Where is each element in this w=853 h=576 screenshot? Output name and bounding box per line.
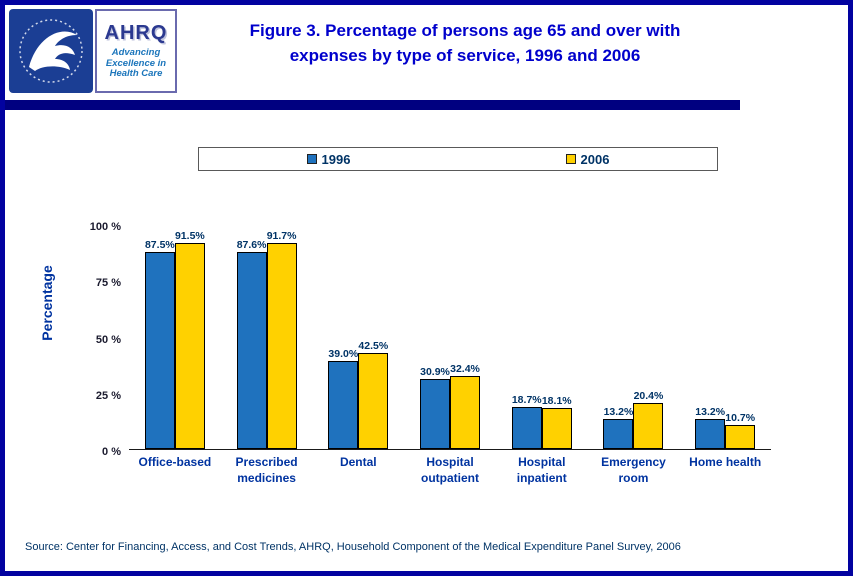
bar-column-2006: 42.5%	[358, 340, 389, 449]
value-label-2006: 91.5%	[174, 230, 205, 243]
category-cell: Office-based	[129, 454, 221, 486]
bar-2006	[725, 424, 756, 449]
bar-1996	[236, 251, 267, 449]
category-label: Hospital inpatient	[516, 455, 567, 486]
bar-pair: 13.2% 10.7%	[695, 406, 756, 449]
bar-column-2006: 18.1%	[541, 395, 572, 449]
header-divider	[5, 100, 740, 110]
category-label: Office-based	[138, 455, 212, 469]
y-tick-0: 0 %	[102, 446, 121, 458]
value-label-2006: 91.7%	[266, 229, 297, 242]
bar-2006	[174, 243, 205, 449]
bar-1996	[695, 419, 726, 449]
bar-group-3: 39.0% 42.5%	[312, 225, 404, 449]
category-label: Home health	[689, 455, 762, 469]
bar-column-1996: 13.2%	[695, 406, 726, 449]
bar-1996	[511, 406, 542, 449]
bar-column-2006: 91.5%	[174, 230, 205, 449]
category-label: Dental	[339, 455, 377, 469]
ahrq-logo-text: AHRQ	[104, 21, 168, 44]
bar-column-1996: 13.2%	[603, 406, 634, 449]
bar-column-1996: 87.6%	[236, 238, 267, 449]
plot-area: 87.5% 91.5% 87.6% 91.7% 39.0% 42.5% 30.9% 32.4%…	[129, 225, 771, 450]
figure-title-line1: Figure 3. Percentage of persons age 65 a…	[249, 21, 681, 40]
bar-2006	[266, 242, 297, 449]
figure-title: Figure 3. Percentage of persons age 65 a…	[200, 19, 730, 68]
category-label: Prescribed medicines	[235, 455, 298, 486]
y-tick-25: 25 %	[95, 389, 121, 402]
value-label-2006: 42.5%	[358, 340, 389, 353]
bar-column-2006: 10.7%	[725, 411, 756, 449]
bar-1996	[420, 379, 451, 449]
legend-item-2006: 2006	[565, 151, 610, 167]
bar-pair: 13.2% 20.4%	[603, 390, 664, 449]
value-label-2006: 32.4%	[450, 363, 480, 376]
logo-block: AHRQ Advancing Excellence in Health Care	[9, 9, 177, 93]
value-label-1996: 30.9%	[420, 366, 450, 379]
bar-group-6: 13.2% 20.4%	[588, 225, 680, 449]
value-label-2006: 10.7%	[725, 411, 756, 424]
bar-column-2006: 20.4%	[633, 390, 664, 449]
bar-group-2: 87.6% 91.7%	[221, 225, 313, 449]
bar-2006	[541, 408, 572, 449]
value-label-1996: 13.2%	[695, 406, 726, 419]
bar-group-4: 30.9% 32.4%	[404, 225, 496, 449]
ahrq-tagline: Advancing Excellence in Health Care	[105, 46, 167, 80]
value-label-1996: 18.7%	[511, 393, 542, 406]
value-label-1996: 39.0%	[328, 348, 359, 361]
bar-1996	[328, 361, 359, 449]
legend-swatch-2006	[565, 154, 576, 164]
bar-column-1996: 39.0%	[328, 348, 359, 449]
value-label-1996: 87.5%	[144, 239, 175, 252]
hhs-seal-icon	[9, 9, 93, 93]
value-label-1996: 87.6%	[236, 238, 267, 251]
bar-1996	[144, 252, 175, 449]
category-cell: Prescribed medicines	[221, 454, 313, 486]
chart-legend: 1996 2006	[198, 147, 718, 171]
category-cell: Home health	[679, 454, 771, 486]
bar-2006	[450, 376, 481, 449]
bar-pair: 87.5% 91.5%	[144, 230, 205, 449]
figure-title-line2: expenses by type of service, 1996 and 20…	[289, 45, 641, 65]
bar-group-5: 18.7% 18.1%	[496, 225, 588, 449]
value-label-2006: 18.1%	[541, 395, 572, 408]
legend-label-2006: 2006	[580, 151, 610, 167]
category-cell: Dental	[312, 454, 404, 486]
bar-pair: 39.0% 42.5%	[328, 340, 389, 449]
source-note: Source: Center for Financing, Access, an…	[25, 541, 681, 553]
category-cell: Hospital outpatient	[404, 454, 496, 486]
bar-column-1996: 18.7%	[511, 393, 542, 449]
ahrq-logo: AHRQ Advancing Excellence in Health Care	[95, 9, 177, 93]
value-label-1996: 13.2%	[603, 406, 634, 419]
legend-swatch-1996	[306, 154, 317, 164]
bar-column-2006: 91.7%	[266, 229, 297, 449]
category-label: Hospital outpatient	[421, 455, 480, 486]
y-axis-title: Percentage	[39, 265, 55, 341]
category-label: Emergency room	[601, 455, 666, 486]
bar-column-2006: 32.4%	[450, 363, 481, 449]
bar-pair: 18.7% 18.1%	[511, 393, 572, 449]
y-tick-100: 100 %	[89, 221, 121, 233]
bar-pair: 87.6% 91.7%	[236, 229, 297, 449]
legend-item-1996: 1996	[306, 151, 351, 167]
x-axis-labels: Office-based Prescribed medicines Dental Ho…	[129, 454, 771, 486]
bar-group-7: 13.2% 10.7%	[679, 225, 771, 449]
bar-2006	[633, 403, 664, 449]
y-axis-ticks: 0 % 25 % 50 % 75 % 100 %	[75, 221, 127, 458]
bar-2006	[358, 353, 389, 449]
bar-1996	[603, 419, 634, 449]
category-cell: Hospital inpatient	[496, 454, 588, 486]
y-tick-75: 75 %	[95, 277, 121, 290]
bar-group-1: 87.5% 91.5%	[129, 225, 221, 449]
category-cell: Emergency room	[588, 454, 680, 486]
value-label-2006: 20.4%	[633, 390, 664, 403]
y-tick-50: 50 %	[95, 333, 121, 346]
bar-column-1996: 87.5%	[144, 239, 175, 449]
legend-label-1996: 1996	[321, 151, 351, 167]
bar-column-1996: 30.9%	[420, 366, 451, 449]
bar-pair: 30.9% 32.4%	[420, 363, 481, 449]
